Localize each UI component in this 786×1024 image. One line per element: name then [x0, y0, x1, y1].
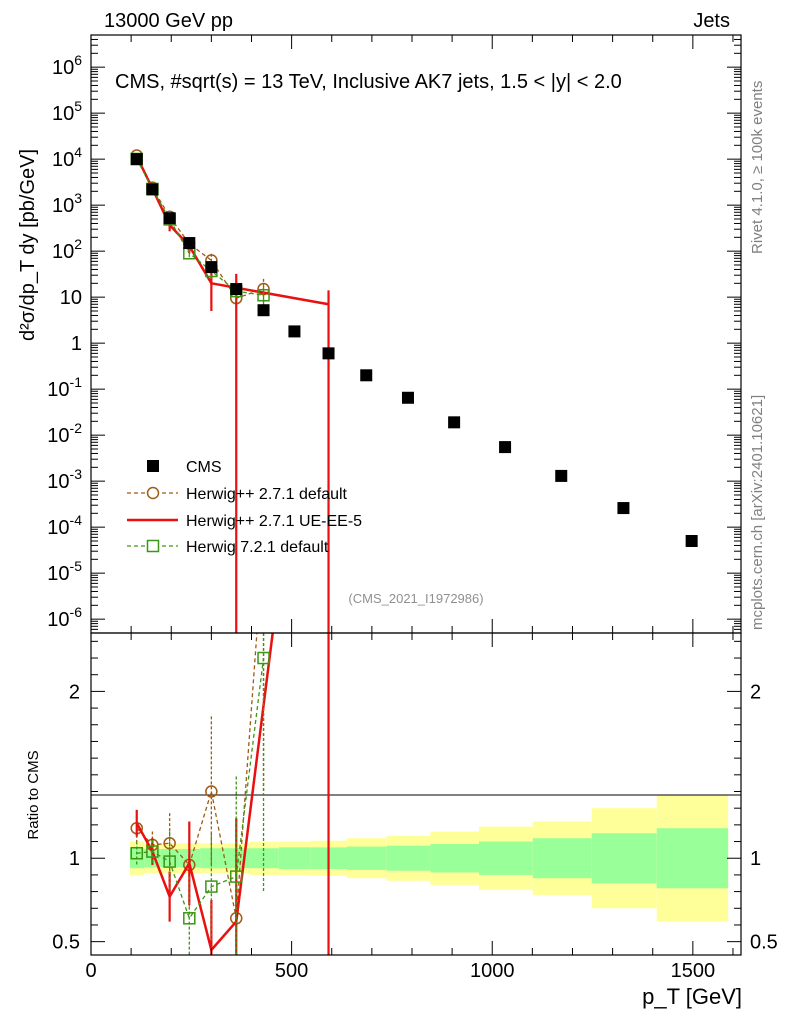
main-series-layer: [130, 149, 698, 633]
mcplots-side-label: mcplots.cern.ch [arXiv:2401.10621]: [749, 395, 766, 630]
main-y-tick-label: 10: [60, 287, 82, 309]
main-cms-point: [146, 183, 159, 196]
x-tick-label: 1000: [470, 960, 515, 982]
main-cms-point: [163, 212, 176, 225]
main-cms-point: [499, 441, 512, 454]
band-inner-bin: [346, 846, 387, 870]
legend-herwig721-marker: [146, 539, 160, 553]
main-ylabel: d²σ/dp_T dy [pb/GeV]: [17, 149, 39, 341]
main-herwig-2-7-1-default-line: [136, 155, 264, 299]
band-inner-bin: [591, 833, 657, 884]
ratio-herwig-7-2-1-default-point: [205, 880, 218, 893]
ratio-y-tick-label-right: 1: [750, 848, 761, 870]
ratio-frame: [90, 632, 742, 956]
x-tick-label: 1500: [671, 960, 716, 982]
main-cms-point: [130, 153, 143, 166]
main-cms-point: [448, 416, 461, 429]
band-inner-bin: [532, 838, 592, 879]
legend-cms-label: CMS: [186, 459, 222, 476]
ratio-herwig-7-2-1-default-point: [257, 651, 270, 665]
ratio-y-tick-label-right: 0.5: [750, 932, 778, 954]
main-y-tick-label: 106: [52, 52, 82, 79]
main-y-tick-label: 10-6: [47, 604, 82, 631]
ratio-herwig-7-2-1-default-point: [163, 855, 176, 868]
ratio-series-layer: [130, 633, 330, 955]
main-cms-point: [230, 283, 243, 296]
legend-herwigpp-ueee5-label: Herwig++ 2.7.1 UE-EE-5: [186, 513, 362, 530]
main-cms-point: [205, 261, 218, 274]
main-y-tick-label: 10-2: [47, 420, 82, 447]
ratio-ylabel-text: Ratio to CMS: [25, 750, 42, 839]
ratio-ylabel: Ratio to CMS: [25, 750, 42, 839]
ratio-herwig-2-7-1-default-point: [205, 785, 218, 798]
main-y-tick-label: 10-1: [47, 374, 82, 401]
x-tick-label: 500: [275, 960, 308, 982]
main-cms-point: [617, 502, 630, 515]
mcplots-side-text: mcplots.cern.ch [arXiv:2401.10621]: [749, 395, 766, 630]
main-cms-point: [555, 469, 568, 482]
ratio-y-tick-label-right: 2: [750, 681, 761, 703]
main-cms-point: [288, 325, 301, 338]
band-inner-bin: [478, 841, 533, 875]
rivet-side-label: Rivet 4.1.0, ≥ 100k events: [749, 81, 766, 254]
main-herwig-7-2-1-default-point: [183, 247, 196, 260]
ratio-herwig-7-2-1-default-point: [130, 846, 143, 860]
legend-herwig721-label: Herwig 7.2.1 default: [186, 539, 329, 556]
ratio-herwig-2-7-1-ue-ee-5-line: [135, 633, 274, 953]
band-inner-bin: [386, 845, 431, 871]
main-y-tick-label: 10-3: [47, 466, 82, 493]
main-title: CMS, #sqrt(s) = 13 TeV, Inclusive AK7 je…: [115, 71, 622, 93]
main-y-tick-label: 104: [52, 144, 82, 171]
ratio-herwig-7-2-1-default-point: [229, 870, 243, 883]
ratio-y-tick-label-left: 0.5: [52, 932, 80, 954]
main-cms-point: [685, 535, 698, 547]
axes-layer: 10-610-510-410-310-210-11101021031041051…: [47, 34, 778, 982]
band-inner-bin: [430, 844, 479, 873]
x-tick-label: 0: [85, 960, 96, 982]
main-y-tick-label: 10-4: [47, 512, 82, 539]
main-cms-point: [257, 304, 270, 317]
main-herwig-7-2-1-default-point: [257, 288, 270, 302]
main-herwig-2-7-1-ue-ee-5-line: [135, 155, 329, 306]
main-y-tick-label: 1: [71, 333, 82, 355]
main-y-tick-label: 105: [52, 98, 82, 125]
ratio-y-tick-label-left: 2: [69, 681, 80, 703]
legend-cms-marker: [147, 460, 159, 472]
legend-herwigpp-default-label: Herwig++ 2.7.1 default: [186, 486, 348, 503]
band-inner-bin: [656, 828, 729, 889]
main-cms-point: [401, 391, 414, 404]
main-y-tick-label: 103: [52, 190, 82, 217]
rivet-side-text: Rivet 4.1.0, ≥ 100k events: [749, 81, 766, 254]
ratio-herwig-7-2-1-default-line: [136, 657, 265, 920]
header-left-label: 13000 GeV pp: [104, 10, 233, 32]
ratio-herwig-7-2-1-default-point: [183, 912, 196, 925]
legend-herwigpp-default-marker: [146, 486, 160, 500]
main-cms-point: [183, 237, 196, 250]
main-herwig-7-2-1-default-line: [136, 158, 264, 296]
analysis-watermark: (CMS_2021_I1972986): [348, 591, 483, 606]
main-y-tick-label: 10-5: [47, 558, 82, 585]
legend: CMS Herwig++ 2.7.1 default Herwig++ 2.7.…: [127, 459, 362, 556]
band-inner-bin: [278, 847, 311, 870]
main-cms-point: [322, 347, 335, 360]
x-axis-label: p_T [GeV]: [642, 984, 742, 1009]
main-cms-point: [360, 369, 373, 382]
ratio-uncertainty-band: [129, 794, 729, 922]
main-ylabel-text: d²σ/dp_T dy [pb/GeV]: [17, 149, 39, 341]
ratio-y-tick-label-left: 1: [69, 848, 80, 870]
header-right-label: Jets: [693, 10, 730, 32]
main-y-tick-label: 102: [52, 236, 82, 263]
ratio-herwig-7-2-1-default-point: [146, 845, 159, 858]
